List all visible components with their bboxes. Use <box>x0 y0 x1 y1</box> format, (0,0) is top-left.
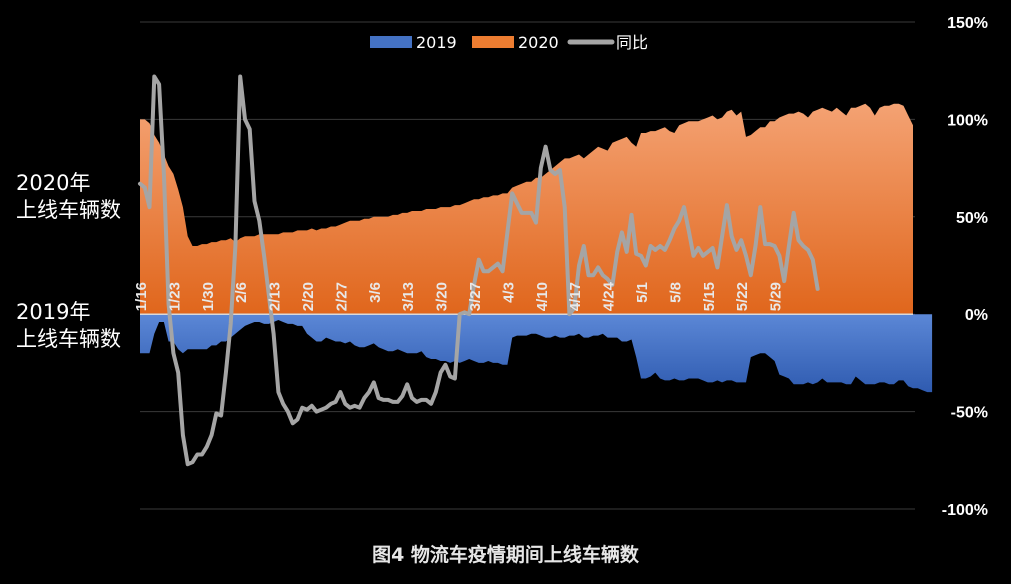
line-layer <box>138 74 820 467</box>
x-tick-label: 2/6 <box>233 282 250 303</box>
legend-swatch-2019 <box>370 36 412 48</box>
x-tick-label: 5/15 <box>701 282 718 311</box>
legend: 2019 2020 同比 <box>370 33 648 52</box>
label-2019-vehicles: 2019年 上线车辆数 <box>16 299 121 353</box>
area-layer <box>140 103 933 393</box>
y-tick-label: -50% <box>951 405 988 422</box>
y-tick-labels: 150% 100% 50% 0% -50% -100% <box>942 15 988 519</box>
x-tick-label: 5/8 <box>667 282 684 303</box>
x-tick-label: 4/10 <box>534 282 551 311</box>
label-2019-line1: 2019年 <box>16 300 91 324</box>
label-2019-line2: 上线车辆数 <box>16 327 121 351</box>
x-tick-label: 5/29 <box>768 282 785 311</box>
x-tick-label: 2/20 <box>300 282 317 311</box>
label-2020-vehicles: 2020年 上线车辆数 <box>16 170 121 224</box>
x-tick-label: 4/17 <box>567 282 584 311</box>
x-tick-label: 4/3 <box>500 282 517 303</box>
legend-label: 同比 <box>616 33 648 52</box>
label-2020-line1: 2020年 <box>16 171 91 195</box>
legend-label: 2020 <box>518 33 559 52</box>
x-tick-label: 3/27 <box>467 282 484 311</box>
x-tick-label: 2/27 <box>333 282 350 311</box>
legend-label: 2019 <box>416 33 457 52</box>
line-series-yoy <box>138 74 820 467</box>
x-tick-label: 1/30 <box>200 282 217 311</box>
chart-caption: 图4 物流车疫情期间上线车辆数 <box>372 544 639 566</box>
x-tick-label: 5/22 <box>734 282 751 311</box>
x-tick-label: 3/6 <box>367 282 384 303</box>
x-tick-label: 3/20 <box>434 282 451 311</box>
x-tick-label: 3/13 <box>400 282 417 311</box>
y-tick-label: 50% <box>956 210 988 227</box>
y-tick-label: 150% <box>947 15 988 32</box>
x-tick-label: 1/16 <box>133 282 150 311</box>
x-tick-label: 1/23 <box>166 282 183 311</box>
x-tick-labels: 1/16 1/23 1/30 2/6 2/13 2/20 2/27 3/6 3/13 3/20 3/… <box>133 281 785 311</box>
y-tick-label: -100% <box>942 502 988 519</box>
label-2020-line2: 上线车辆数 <box>16 198 121 222</box>
legend-swatch-2020 <box>472 36 514 48</box>
x-tick-label: 2/13 <box>267 282 284 311</box>
y-tick-label: 0% <box>965 307 988 324</box>
x-tick-label: 4/24 <box>601 281 618 311</box>
y-tick-label: 100% <box>947 112 988 129</box>
area-series-2019 <box>140 314 933 393</box>
x-tick-label: 5/1 <box>634 282 651 303</box>
